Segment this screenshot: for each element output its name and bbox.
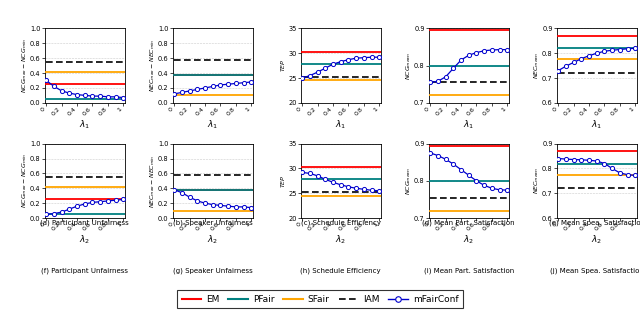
Y-axis label: $NEC_{mean}$: $NEC_{mean}$: [532, 167, 541, 194]
X-axis label: $\lambda_1$: $\lambda_1$: [79, 118, 90, 131]
X-axis label: $\lambda_2$: $\lambda_2$: [207, 234, 218, 246]
Text: (b) Speaker Unfairness: (b) Speaker Unfairness: [173, 220, 253, 226]
Y-axis label: $NCG_{mean}$: $NCG_{mean}$: [404, 167, 413, 195]
Y-axis label: $NEC_{max} - NEC_{min}$: $NEC_{max} - NEC_{min}$: [148, 154, 157, 208]
Y-axis label: $TEP$: $TEP$: [279, 59, 287, 72]
Y-axis label: $NEC_{mean}$: $NEC_{mean}$: [532, 52, 541, 79]
X-axis label: $\lambda_2$: $\lambda_2$: [591, 234, 602, 246]
Y-axis label: $NCG_{mean}$: $NCG_{mean}$: [404, 52, 413, 80]
X-axis label: $\lambda_2$: $\lambda_2$: [79, 234, 90, 246]
Text: (g) Speaker Unfairness: (g) Speaker Unfairness: [173, 267, 253, 274]
X-axis label: $\lambda_1$: $\lambda_1$: [463, 118, 474, 131]
Y-axis label: $NEC_{max} - NEC_{min}$: $NEC_{max} - NEC_{min}$: [148, 39, 157, 92]
X-axis label: $\lambda_1$: $\lambda_1$: [591, 118, 602, 131]
Text: (a) Participant Unfairness: (a) Participant Unfairness: [40, 220, 129, 226]
X-axis label: $\lambda_2$: $\lambda_2$: [335, 234, 346, 246]
Text: (h) Schedule Efficiency: (h) Schedule Efficiency: [301, 267, 381, 274]
Y-axis label: $NCG_{max} - NCG_{min}$: $NCG_{max} - NCG_{min}$: [20, 38, 29, 93]
X-axis label: $\lambda_1$: $\lambda_1$: [207, 118, 218, 131]
Text: (e) Mean Spea. Satisfaction: (e) Mean Spea. Satisfaction: [548, 220, 640, 226]
Y-axis label: $NCG_{max} - NCG_{min}$: $NCG_{max} - NCG_{min}$: [20, 153, 29, 209]
Text: (d) Mean Part. Satisfaction: (d) Mean Part. Satisfaction: [422, 220, 515, 226]
Y-axis label: $TEP$: $TEP$: [279, 174, 287, 188]
Text: (j) Mean Spea. Satisfaction: (j) Mean Spea. Satisfaction: [550, 267, 640, 274]
Legend: EM, PFair, SFair, IAM, mFairConf: EM, PFair, SFair, IAM, mFairConf: [177, 290, 463, 308]
Text: (f) Participant Unfairness: (f) Participant Unfairness: [42, 267, 128, 274]
Text: (i) Mean Part. Satisfaction: (i) Mean Part. Satisfaction: [424, 267, 514, 274]
Text: (c) Schedule Efficiency: (c) Schedule Efficiency: [301, 220, 381, 226]
X-axis label: $\lambda_2$: $\lambda_2$: [463, 234, 474, 246]
X-axis label: $\lambda_1$: $\lambda_1$: [335, 118, 346, 131]
